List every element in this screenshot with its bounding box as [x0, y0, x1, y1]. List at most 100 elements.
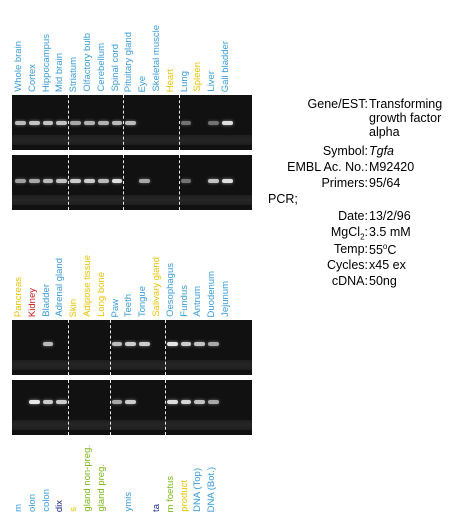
symbol-label: Symbol: — [322, 144, 368, 158]
lane-label: product — [178, 480, 190, 512]
lane-label: Jejunum — [220, 281, 231, 317]
cdna-value: 50ng — [369, 274, 397, 288]
lane-label: Kidney — [26, 287, 38, 317]
gel-band — [56, 400, 68, 404]
gene-label: Gene/EST: — [307, 97, 368, 111]
lane-label: Pancreas — [13, 276, 24, 317]
lane-label: Cortex — [26, 64, 38, 92]
gene-value-line3: alpha — [369, 125, 400, 139]
primers-value: 95/64 — [369, 176, 401, 190]
gel-band — [166, 342, 178, 346]
mgcl-text: MgCl — [330, 225, 361, 239]
gel-band — [166, 400, 178, 404]
gel-band — [194, 400, 206, 404]
panel1-lane-labels: Whole brain Cortex Hippocampus Mid brain Str… — [12, 10, 252, 92]
temp-value: 55oC — [369, 242, 396, 257]
lane-label: Olfactory bulb — [82, 33, 93, 92]
lane-label: Skeletal muscle — [151, 25, 162, 92]
lane-divider — [178, 95, 180, 150]
gel-band — [111, 342, 123, 346]
gene-value-line1: Transforming — [369, 97, 443, 111]
lane-label: gland preg. — [95, 464, 107, 512]
lane-label: m — [13, 504, 24, 512]
panel1-gel-top — [12, 95, 252, 150]
embl-label: EMBL Ac. No.: — [287, 160, 368, 174]
gel-band — [222, 179, 233, 183]
lane-divider — [68, 320, 70, 375]
cdna-label: cDNA: — [331, 274, 368, 288]
gel-band — [139, 342, 150, 346]
lane-label: DNA (Top) — [192, 468, 204, 512]
lane-label: Pituitary gland — [123, 31, 135, 92]
lane-label: Hippocampus — [40, 33, 52, 92]
lane-label: s — [68, 507, 80, 512]
lane-label: ymis — [123, 492, 135, 512]
panel2-lane-labels: Pancreas Kidney Bladder Adrenal gland Skin Ad… — [12, 255, 252, 317]
gel-band — [15, 121, 26, 125]
lane-divider — [68, 95, 70, 150]
gel-band — [208, 342, 219, 346]
lane-label: Eye — [137, 75, 149, 92]
gel-band — [194, 342, 206, 346]
embl-value: M92420 — [369, 160, 415, 174]
lane-label: dix — [54, 499, 66, 512]
primer-dimer-haze — [12, 360, 252, 370]
temp-number: 55 — [369, 243, 383, 258]
pcr-label: PCR; — [268, 192, 298, 206]
lane-divider — [109, 380, 111, 435]
lane-label: Striatum — [68, 56, 80, 92]
lane-label: ta — [151, 504, 162, 512]
gel-band — [56, 121, 68, 125]
panel2-gel-top — [12, 320, 252, 375]
gel-band — [97, 121, 109, 125]
gel-band — [180, 179, 192, 183]
gel-band — [28, 400, 40, 404]
gel-band — [28, 121, 40, 125]
lane-label: Salivary gland — [151, 257, 162, 317]
lane-label: olon — [26, 494, 38, 512]
lane-divider — [68, 155, 70, 210]
lane-divider — [109, 320, 111, 375]
lane-label: Skin — [68, 298, 80, 317]
gel-band — [70, 179, 81, 183]
panel3-lane-labels: m olon colon dix s gland non-preg. gland preg.… — [12, 430, 252, 512]
lane-label: Spleen — [192, 62, 204, 92]
lane-label: Oesophagus — [164, 263, 176, 317]
lane-label: Spinal cord — [109, 44, 121, 92]
gene-value-line2: growth factor — [369, 111, 442, 125]
gel-band — [111, 121, 123, 125]
gel-band — [125, 400, 137, 404]
info-block: Gene/EST: Transforming growth factor alp… — [262, 95, 466, 295]
lane-label: Lung — [178, 70, 190, 92]
gel-band — [111, 400, 123, 404]
gel-band — [180, 342, 192, 346]
date-value: 13/2/96 — [369, 209, 411, 223]
mgcl-label: MgCl2: — [262, 225, 368, 242]
lane-label: colon — [40, 489, 52, 512]
panel2-gel-bottom — [12, 380, 252, 435]
gel-band — [28, 179, 40, 183]
temp-unit: C — [387, 243, 397, 258]
temp-degree: o — [382, 242, 388, 251]
gel-band — [42, 400, 54, 404]
primer-dimer-haze — [12, 195, 252, 205]
lane-label: Paw — [109, 298, 121, 317]
gel-band — [125, 342, 137, 346]
lane-label: Tongue — [137, 285, 149, 317]
mgcl-subscript: 2 — [360, 232, 365, 242]
primer-dimer-haze — [12, 135, 252, 145]
gel-band — [208, 179, 219, 183]
symbol-value: Tgfa — [369, 144, 395, 158]
lane-divider — [164, 320, 166, 375]
gel-band — [15, 179, 26, 183]
lane-label: DNA (Bot.) — [206, 466, 218, 512]
gel-band — [97, 179, 109, 183]
lane-label: Whole brain — [13, 41, 24, 92]
gel-band — [180, 400, 192, 404]
date-label: Date: — [338, 209, 368, 223]
primer-dimer-haze — [12, 420, 252, 430]
gel-band — [180, 121, 192, 125]
cycles-value: x45 ex — [369, 258, 406, 272]
lane-label: gland non-preg. — [82, 445, 93, 512]
lane-label: Antrum — [192, 286, 204, 317]
